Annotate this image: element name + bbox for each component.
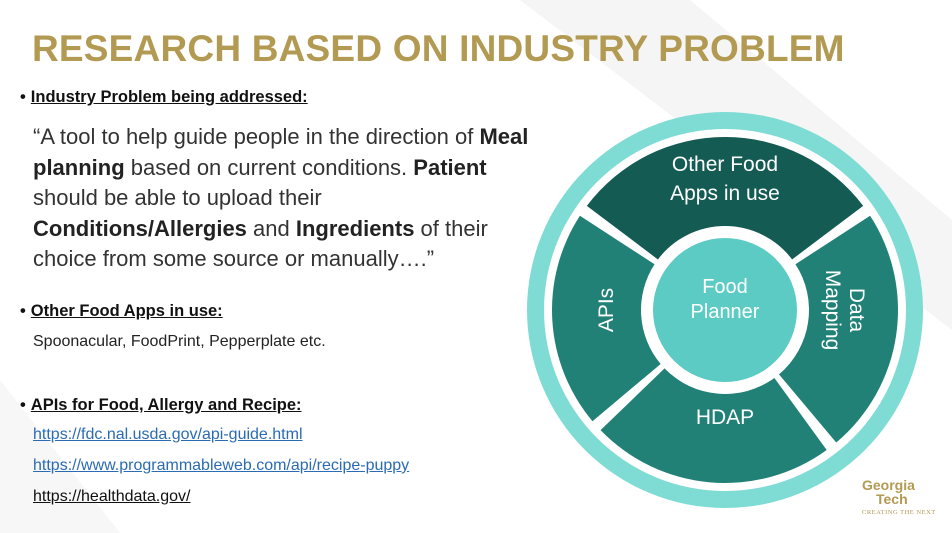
quote-text: should be able to upload their bbox=[33, 185, 322, 210]
other-apps-label: Other Food Apps in use: bbox=[30, 302, 223, 320]
georgia-tech-logo: Georgia Tech CREATING THE NEXT bbox=[862, 478, 942, 516]
food-planner-diagram: Food Planner Other Food Apps in use HDAP… bbox=[527, 112, 923, 508]
quote-text: “A tool to help guide people in the dire… bbox=[33, 124, 480, 149]
logo-tagline: CREATING THE NEXT bbox=[862, 509, 936, 516]
logo-line1: Georgia bbox=[862, 477, 915, 493]
other-apps-list: Spoonacular, FoodPrint, Pepperplate etc. bbox=[33, 333, 326, 350]
link-healthdata[interactable]: https://healthdata.gov/ bbox=[33, 488, 191, 505]
segment-data-mapping bbox=[778, 215, 898, 443]
segment-label-top-line2: Apps in use bbox=[670, 182, 780, 205]
quote-emphasis: Conditions/Allergies bbox=[33, 215, 247, 241]
quote-text: and bbox=[246, 215, 296, 241]
segment-hdap bbox=[600, 368, 827, 484]
segment-label-left: APIs bbox=[595, 288, 618, 332]
quote-text: based on current conditions. bbox=[124, 154, 414, 180]
quote-emphasis: Patient bbox=[413, 154, 487, 180]
quote-emphasis: Meal planning bbox=[33, 124, 529, 180]
segment-label-top-line1: Other Food bbox=[672, 153, 778, 176]
bullet-dot: • bbox=[20, 302, 26, 320]
link-usda-api[interactable]: https://fdc.nal.usda.gov/api-guide.html bbox=[33, 426, 303, 443]
quote-text: of their choice from some source or manu… bbox=[33, 215, 488, 272]
bullet-dot: • bbox=[20, 88, 26, 106]
center-label-line1: Food bbox=[702, 276, 748, 298]
center-circle bbox=[653, 238, 797, 382]
apis-label: APIs for Food, Allergy and Recipe: bbox=[30, 396, 302, 414]
industry-problem-heading: • Industry Problem being addressed: bbox=[20, 88, 308, 107]
logo-line2: Tech bbox=[876, 491, 908, 507]
problem-quote: “A tool to help guide people in the dire… bbox=[33, 122, 533, 275]
slide-title: RESEARCH BASED ON INDUSTRY PROBLEM bbox=[32, 28, 845, 69]
industry-problem-label: Industry Problem being addressed: bbox=[30, 88, 308, 106]
apis-heading: • APIs for Food, Allergy and Recipe: bbox=[20, 396, 302, 415]
segment-label-bottom: HDAP bbox=[696, 406, 754, 429]
other-apps-heading: • Other Food Apps in use: bbox=[20, 302, 223, 321]
segment-label-right-line1: Data bbox=[845, 288, 868, 333]
quote-emphasis: Ingredients bbox=[295, 215, 415, 241]
bullet-dot: • bbox=[20, 396, 26, 414]
center-label-line2: Planner bbox=[691, 301, 760, 323]
segment-label-right-line2: Mapping bbox=[821, 270, 844, 351]
link-recipe-puppy-api[interactable]: https://www.programmableweb.com/api/reci… bbox=[33, 457, 410, 474]
segment-apis bbox=[552, 215, 661, 422]
segment-other-food-apps bbox=[586, 136, 864, 260]
